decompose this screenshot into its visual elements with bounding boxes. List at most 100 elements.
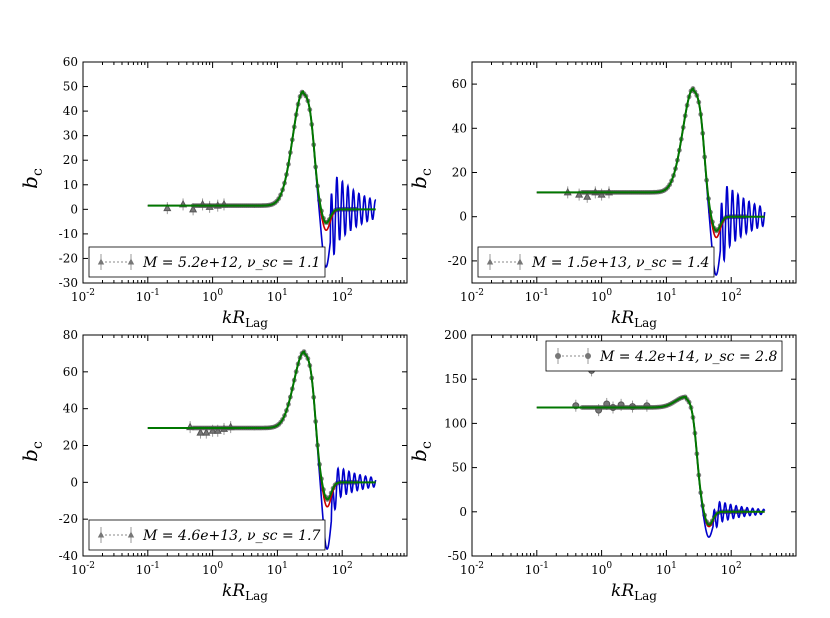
- y-tick-label: -20: [59, 512, 78, 526]
- y-tick-label: -50: [448, 549, 467, 563]
- series-line: [536, 396, 766, 538]
- y-tick-label: 60: [63, 55, 78, 69]
- x-axis-label: kRLag: [611, 581, 657, 603]
- y-tick-label: 40: [63, 402, 78, 416]
- plot-area: [147, 89, 377, 268]
- x-tick-label: 10-1: [136, 288, 160, 304]
- y-tick-label: -40: [59, 549, 78, 563]
- chart-panel-top-left: -30 -20 -10 0 10 20 30 40 50 60 10-2 10-1 100 101 102 b…: [18, 55, 408, 330]
- series-line: [536, 87, 765, 232]
- y-tick-label: 0: [70, 475, 78, 489]
- legend: M = 5.2e+12, ν_sc = 1.1: [88, 246, 326, 278]
- y-tick-label: 40: [63, 104, 78, 118]
- x-axis-label: kRLag: [222, 308, 268, 330]
- y-axis-label: bc: [18, 168, 46, 189]
- axes-frame: [471, 334, 797, 557]
- legend-label: M = 1.5e+13, ν_sc = 1.4: [531, 255, 709, 271]
- x-tick-label: 100: [202, 561, 223, 577]
- y-tick-label: 200: [444, 328, 467, 342]
- series-line: [147, 90, 376, 224]
- x-tick-label: 102: [332, 561, 353, 577]
- legend-label: M = 4.2e+14, ν_sc = 2.8: [599, 349, 777, 365]
- y-tick-label: 50: [452, 461, 467, 475]
- legend-marker: [516, 258, 524, 265]
- y-tick-label: 10: [63, 178, 78, 192]
- legend-marker: [97, 258, 105, 265]
- y-tick-label: 150: [444, 372, 467, 386]
- y-tick-label: 30: [63, 129, 78, 143]
- legend-label: M = 4.6e+13, ν_sc = 1.7: [142, 528, 320, 544]
- x-tick-label: 10-2: [460, 288, 484, 304]
- y-tick-label: 50: [63, 80, 78, 94]
- series-line: [147, 350, 376, 501]
- y-tick-label: 20: [452, 166, 467, 180]
- axes-frame: [471, 61, 797, 284]
- x-tick-label: 100: [591, 561, 612, 577]
- series-line: [147, 90, 377, 268]
- x-tick-label: 102: [721, 288, 742, 304]
- y-axis-label: bc: [407, 168, 435, 189]
- x-tick-label: 10-2: [71, 288, 95, 304]
- plot-area: [536, 351, 766, 538]
- legend-label: M = 5.2e+12, ν_sc = 1.1: [142, 255, 320, 271]
- y-tick-label: 40: [452, 121, 467, 135]
- x-tick-label: 101: [656, 288, 677, 304]
- series-line: [536, 395, 765, 526]
- data-point: [202, 428, 211, 436]
- x-tick-label: 10-1: [136, 561, 160, 577]
- x-tick-label: 101: [656, 561, 677, 577]
- x-tick-label: 10-1: [525, 288, 549, 304]
- legend-marker: [127, 258, 135, 265]
- data-point: [163, 203, 172, 212]
- y-tick-label: 100: [444, 416, 467, 430]
- legend-box: [477, 246, 715, 278]
- y-tick-label: -20: [59, 251, 78, 265]
- legend-marker: [585, 353, 591, 359]
- y-axis-label: bc: [407, 441, 435, 462]
- series-line: [147, 350, 377, 550]
- y-tick-label: -30: [59, 276, 78, 290]
- plot-area: [536, 86, 766, 276]
- x-tick-label: 10-2: [460, 561, 484, 577]
- legend: M = 4.2e+14, ν_sc = 2.8: [545, 340, 783, 372]
- data-point: [196, 428, 205, 436]
- y-tick-label: 20: [63, 153, 78, 167]
- y-axis-label: bc: [18, 441, 46, 462]
- x-tick-label: 100: [202, 288, 223, 304]
- x-tick-label: 100: [591, 288, 612, 304]
- y-tick-label: 0: [70, 202, 78, 216]
- x-axis-label: kRLag: [222, 581, 268, 603]
- x-tick-label: 10-1: [525, 561, 549, 577]
- legend-box: [88, 519, 326, 551]
- x-axis-label: kRLag: [611, 308, 657, 330]
- legend-marker: [486, 258, 494, 265]
- x-tick-label: 102: [721, 561, 742, 577]
- y-tick-label: 0: [459, 210, 467, 224]
- axes-frame: [82, 61, 408, 284]
- y-tick-label: 60: [452, 77, 467, 91]
- x-tick-label: 101: [267, 288, 288, 304]
- y-tick-label: 0: [459, 505, 467, 519]
- chart-panel-bottom-left: -40 -20 0 20 40 60 80 10-2 10-1 100 101 102 bc kRLag M…: [18, 328, 408, 603]
- y-tick-label: 20: [63, 439, 78, 453]
- data-point: [583, 192, 592, 200]
- chart-panel-bottom-right: -50 0 50 100 150 200 10-2 10-1 100 101 102 bc kRLag M…: [407, 328, 797, 603]
- data-point: [189, 204, 198, 213]
- axes-frame: [82, 334, 408, 557]
- y-tick-label: -20: [448, 254, 467, 268]
- legend: M = 1.5e+13, ν_sc = 1.4: [477, 246, 715, 278]
- x-tick-label: 10-2: [71, 561, 95, 577]
- plot-area: [147, 349, 377, 550]
- x-tick-label: 101: [267, 561, 288, 577]
- legend: M = 4.6e+13, ν_sc = 1.7: [88, 519, 326, 551]
- legend-marker: [555, 353, 561, 359]
- x-tick-label: 102: [332, 288, 353, 304]
- chart-panel-top-right: -20 0 20 40 60 10-2 10-1 100 101 102 bc kRLag M = 1.…: [407, 61, 797, 330]
- legend-marker: [97, 531, 105, 538]
- y-tick-label: 80: [63, 328, 78, 342]
- y-tick-label: 60: [63, 365, 78, 379]
- legend-marker: [127, 531, 135, 538]
- legend-box: [88, 246, 326, 278]
- y-tick-label: -10: [59, 227, 78, 241]
